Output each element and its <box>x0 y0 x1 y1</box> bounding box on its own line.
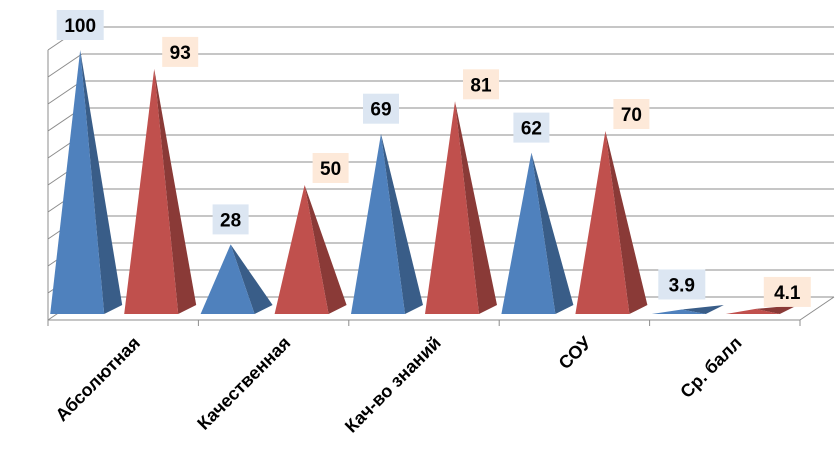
category-axis <box>47 296 835 326</box>
pyramid-side-face <box>80 50 123 314</box>
data-label-bg <box>463 69 499 100</box>
pyramid-side-face <box>154 68 197 315</box>
gridline <box>47 80 834 105</box>
data-labels: 100 28 69 62 3.9 93 50 81 70 4.1 <box>56 10 811 307</box>
data-label-bg <box>613 99 650 129</box>
pyramid-front-face <box>501 152 556 314</box>
data-label: 62 <box>513 112 550 143</box>
data-label-text: 93 <box>170 43 191 64</box>
data-label: 69 <box>363 93 399 124</box>
data-label-bg <box>763 276 811 307</box>
pyramid-bar <box>200 244 273 314</box>
category-tick-labels: Абсолютная Качественная Кач-во знаний СОУ Ср… <box>52 332 746 436</box>
data-label-text: 62 <box>521 119 542 140</box>
category-tick-label: Абсолютная <box>52 333 144 425</box>
data-label-text: 70 <box>621 105 642 126</box>
pyramid-front-face <box>425 101 479 314</box>
floor-edge <box>799 296 835 321</box>
data-label-bg <box>363 93 399 124</box>
pyramid-side-face <box>681 305 724 314</box>
pyramid-side-face <box>304 185 347 314</box>
pyramid-bar <box>274 185 347 314</box>
pyramid-side-face <box>455 101 497 314</box>
data-label-bg <box>212 204 249 235</box>
pyramid-side-face <box>381 133 423 314</box>
data-label: 3.9 <box>658 269 706 300</box>
data-label-text: 28 <box>220 210 241 231</box>
pyramid-front-face <box>351 133 405 314</box>
pyramid-side-face <box>531 152 574 314</box>
gridline <box>47 53 834 78</box>
data-label: 70 <box>613 99 650 129</box>
category-tick-label: Ср. балл <box>676 333 745 402</box>
data-label-bg <box>312 153 349 183</box>
data-label: 81 <box>463 69 499 100</box>
pyramid-bar <box>575 131 648 314</box>
pyramid-bar <box>501 152 574 314</box>
pyramid-side-face <box>755 305 798 314</box>
pyramid-bar <box>651 305 724 314</box>
pyramid-front-face <box>50 50 105 314</box>
category-tick-label: Качественная <box>193 333 294 434</box>
pyramid-bar <box>124 68 197 315</box>
category-tick-label: Кач-во знаний <box>341 333 445 437</box>
pyramid-front-face <box>575 131 630 314</box>
pyramid-front-face <box>651 309 706 314</box>
data-label: 28 <box>212 204 249 235</box>
pyramid-side-face <box>605 131 648 314</box>
data-label-text: 4.1 <box>774 283 801 304</box>
category-tick-label: СОУ <box>555 332 596 373</box>
data-label-text: 69 <box>370 100 391 121</box>
pyramid-bar <box>351 133 423 314</box>
pyramid-front-face <box>725 308 780 314</box>
pyramid-front-face <box>274 185 329 314</box>
data-label: 4.1 <box>763 276 811 307</box>
pyramid-bar <box>425 101 497 314</box>
data-label-text: 81 <box>470 75 492 96</box>
data-label-text: 100 <box>64 16 96 37</box>
data-label: 50 <box>312 153 349 183</box>
data-label-bg <box>513 112 550 143</box>
data-label-bg <box>162 36 199 67</box>
data-label-bg <box>658 269 706 300</box>
gridline <box>47 107 834 132</box>
data-label-text: 3.9 <box>669 275 695 296</box>
data-label: 93 <box>162 36 199 67</box>
pyramid-front-face <box>124 68 179 315</box>
data-label-bg <box>56 10 104 40</box>
pyramid-bar <box>50 50 123 314</box>
data-marks <box>50 50 798 315</box>
pyramid-bar <box>725 305 798 314</box>
pyramid-front-face <box>200 244 255 314</box>
pyramid-side-face <box>230 244 273 314</box>
data-label: 100 <box>56 10 104 40</box>
data-label-text: 50 <box>320 159 341 180</box>
